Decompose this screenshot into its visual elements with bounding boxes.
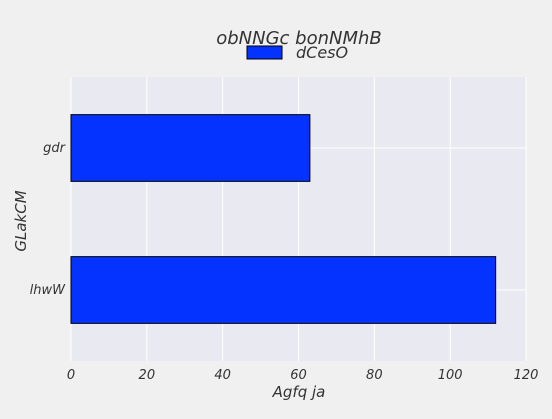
x-tick-label: 80	[366, 368, 383, 383]
y-axis-label: GLakCM	[12, 190, 30, 251]
legend: dCesO	[246, 43, 348, 62]
x-tick-label: 100	[438, 368, 463, 383]
y-axis-ticks: lhwW gdr	[30, 141, 67, 298]
chart-title: obNNGc bonNMhB	[216, 28, 382, 49]
x-tick-label: 120	[514, 368, 539, 383]
x-tick-label: 20	[139, 368, 156, 383]
x-axis-label: Agfq ja	[272, 383, 326, 401]
bar	[70, 114, 311, 182]
y-tick-label: gdr	[43, 141, 67, 156]
legend-swatch	[246, 45, 283, 60]
x-tick-label: 40	[214, 368, 231, 383]
x-axis-ticks: 0 20 40 60 80 100 120	[67, 368, 539, 383]
legend-label: dCesO	[296, 43, 348, 62]
y-tick-label: lhwW	[30, 283, 66, 298]
x-tick-label: 0	[67, 368, 75, 383]
bars	[70, 114, 497, 324]
x-tick-label: 60	[290, 368, 307, 383]
bar	[70, 256, 497, 324]
